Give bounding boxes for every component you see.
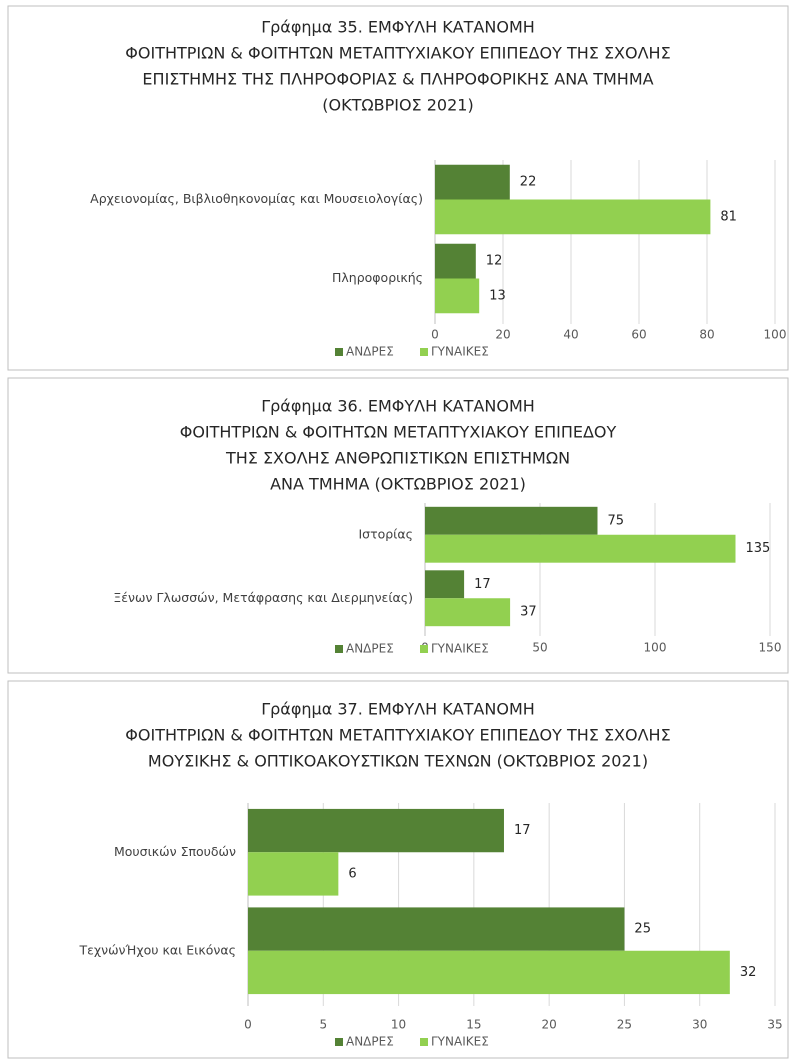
chart-title: ΜΟΥΣΙΚΗΣ & ΟΠΤΙΚΟΑΚΟΥΣΤΙΚΩΝ ΤΕΧΝΩΝ (ΟΚΤΩ… <box>148 752 648 771</box>
x-tick-label: 5 <box>319 1018 327 1032</box>
chart-frame <box>7 680 789 1059</box>
legend-label: ΑΝΔΡΕΣ <box>346 345 394 359</box>
legend-label: ΑΝΔΡΕΣ <box>346 642 394 656</box>
x-tick-label: 20 <box>542 1018 557 1032</box>
value-label: 32 <box>740 965 757 980</box>
value-label: 37 <box>520 605 537 620</box>
legend-swatch <box>335 348 343 356</box>
legend-label: ΑΝΔΡΕΣ <box>346 1035 394 1049</box>
x-tick-label: 20 <box>495 328 510 342</box>
value-label: 17 <box>474 577 491 592</box>
value-label: 6 <box>348 866 356 881</box>
category-label: ΤεχνώνΉχου και Εικόνας <box>78 942 236 957</box>
legend-label: ΓΥΝΑΙΚΕΣ <box>431 642 489 656</box>
value-label: 17 <box>514 823 531 838</box>
bar <box>248 808 504 853</box>
chart-title: ΦΟΙΤΗΤΡΙΩΝ & ΦΟΙΤΗΤΩΝ ΜΕΤΑΠΤΥΧΙΑΚΟΥ ΕΠΙΠ… <box>125 44 670 63</box>
x-tick-label: 0 <box>244 1018 252 1032</box>
chart-title: Γράφημα 37. ΕΜΦΥΛΗ ΚΑΤΑΝΟΜΗ <box>261 700 535 719</box>
bar <box>425 570 465 599</box>
bar <box>248 907 625 951</box>
value-label: 81 <box>720 209 737 224</box>
category-label: Αρχειονομίας, Βιβλιοθηκονομίας και Μουσε… <box>90 191 423 206</box>
value-label: 75 <box>608 513 625 528</box>
bar <box>425 534 736 563</box>
x-tick-label: 15 <box>466 1018 481 1032</box>
value-label: 25 <box>634 922 651 937</box>
x-tick-label: 40 <box>563 328 578 342</box>
legend-swatch <box>420 1038 428 1046</box>
bar <box>435 278 480 314</box>
bar <box>435 199 711 235</box>
value-label: 13 <box>489 288 506 303</box>
legend-swatch <box>420 348 428 356</box>
legend-label: ΓΥΝΑΙΚΕΣ <box>431 1035 489 1049</box>
value-label: 135 <box>746 541 771 556</box>
x-tick-label: 100 <box>644 641 667 655</box>
x-tick-label: 80 <box>699 328 714 342</box>
x-tick-label: 35 <box>767 1018 782 1032</box>
chart-frame <box>7 377 789 674</box>
bar <box>248 852 339 896</box>
x-tick-label: 50 <box>532 641 547 655</box>
chart-title: ΦΟΙΤΗΤΡΙΩΝ & ΦΟΙΤΗΤΩΝ ΜΕΤΑΠΤΥΧΙΑΚΟΥ ΕΠΙΠ… <box>180 423 617 442</box>
category-label: Πληροφορικής <box>332 270 423 285</box>
bar <box>435 164 510 200</box>
legend-label: ΓΥΝΑΙΚΕΣ <box>431 345 489 359</box>
chart-title: ΤΗΣ ΣΧΟΛΗΣ ΑΝΘΡΩΠΙΣΤΙΚΩΝ ΕΠΙΣΤΗΜΩΝ <box>225 449 570 468</box>
x-tick-label: 0 <box>431 328 439 342</box>
chart-title: Γράφημα 36. ΕΜΦΥΛΗ ΚΑΤΑΝΟΜΗ <box>261 397 535 416</box>
value-label: 22 <box>520 175 537 190</box>
chart-title: ΕΠΙΣΤΗΜΗΣ ΤΗΣ ΠΛΗΡΟΦΟΡΙΑΣ & ΠΛΗΡΟΦΟΡΙΚΗΣ… <box>142 70 653 89</box>
legend-swatch <box>420 645 428 653</box>
chart-title: (ΟΚΤΩΒΡΙΟΣ 2021) <box>322 96 473 115</box>
bar <box>435 243 476 279</box>
bar <box>248 950 730 995</box>
x-tick-label: 10 <box>391 1018 406 1032</box>
bar <box>425 506 598 535</box>
bar <box>425 598 511 627</box>
category-label: Μουσικών Σπουδών <box>114 844 236 859</box>
x-tick-label: 30 <box>692 1018 707 1032</box>
x-tick-label: 60 <box>631 328 646 342</box>
chart-title: ΦΟΙΤΗΤΡΙΩΝ & ΦΟΙΤΗΤΩΝ ΜΕΤΑΠΤΥΧΙΑΚΟΥ ΕΠΙΠ… <box>125 726 670 745</box>
value-label: 12 <box>486 254 503 269</box>
legend-swatch <box>335 1038 343 1046</box>
chart-title: ΑΝΑ ΤΜΗΜΑ (ΟΚΤΩΒΡΙΟΣ 2021) <box>270 475 526 494</box>
legend-swatch <box>335 645 343 653</box>
x-tick-label: 100 <box>764 328 787 342</box>
category-label: Ιστορίας <box>358 526 413 541</box>
x-tick-label: 150 <box>759 641 782 655</box>
category-label: Ξένων Γλωσσών, Μετάφρασης και Διερμηνεία… <box>113 590 413 605</box>
chart-frame <box>7 5 789 371</box>
chart-title: Γράφημα 35. ΕΜΦΥΛΗ ΚΑΤΑΝΟΜΗ <box>261 18 535 37</box>
x-tick-label: 25 <box>617 1018 632 1032</box>
